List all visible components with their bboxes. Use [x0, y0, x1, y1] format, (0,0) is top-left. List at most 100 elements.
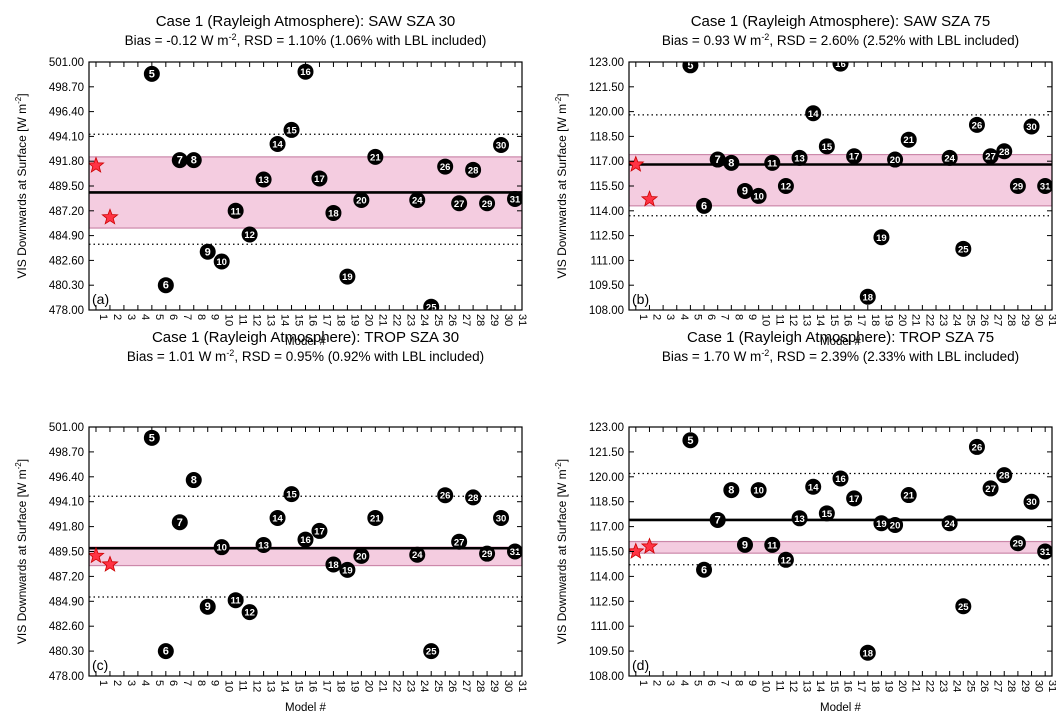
model-point	[367, 509, 384, 526]
model-point-label: 25	[958, 244, 969, 255]
model-point-label: 27	[985, 152, 996, 163]
rsd-band	[629, 540, 1052, 554]
x-tick-label: 25	[964, 314, 976, 326]
y-tick-label: 489.50	[49, 181, 84, 193]
model-point-label: 29	[482, 199, 493, 210]
y-tick-label: 487.20	[49, 571, 84, 583]
x-tick-label: 17	[855, 680, 867, 692]
y-tick-label: 487.20	[49, 206, 84, 218]
panel-letter: (a)	[92, 291, 109, 307]
model-point	[846, 148, 863, 165]
model-point	[213, 539, 230, 556]
x-tick-label: 13	[801, 680, 813, 692]
y-tick-label: 482.60	[49, 255, 84, 267]
model-point	[968, 116, 985, 133]
x-tick-label: 14	[279, 680, 291, 692]
x-tick-label: 5	[691, 680, 703, 686]
model-point	[241, 604, 258, 621]
y-axis-label: VIS Downwards at Surface [W m-2]	[554, 459, 569, 644]
x-tick-label: 28	[1005, 314, 1017, 326]
model-point-label: 20	[356, 196, 367, 207]
y-tick-label: 112.50	[590, 596, 624, 608]
y-axis-label: VIS Downwards at Surface [W m-2]	[14, 93, 29, 278]
y-tick-label: 123.00	[589, 57, 624, 69]
model-point	[736, 536, 753, 553]
y-tick-label: 117.00	[590, 156, 624, 168]
x-tick-label: 23	[404, 314, 416, 326]
x-tick-label: 24	[418, 314, 430, 326]
model-point	[199, 243, 216, 260]
y-tick-label: 118.50	[590, 131, 624, 143]
x-tick-label: 22	[390, 314, 402, 326]
model-point-label: 9	[205, 246, 211, 258]
model-point	[696, 197, 713, 214]
model-point-label: 20	[890, 155, 901, 166]
model-point	[955, 598, 972, 615]
model-point-label: 8	[728, 485, 734, 497]
x-tick-label: 29	[488, 680, 500, 692]
model-point	[941, 149, 958, 166]
model-point-label: 17	[849, 494, 860, 505]
model-point	[1023, 118, 1040, 135]
panel-1: Case 1 (Rayleigh Atmosphere): SAW SZA 30…	[14, 13, 528, 348]
model-point	[339, 268, 356, 285]
y-tick-label: 118.50	[590, 497, 624, 509]
x-tick-label: 7	[719, 680, 731, 686]
x-tick-label: 28	[474, 680, 486, 692]
model-point	[143, 65, 160, 82]
subtitle-superscript: -2	[229, 32, 237, 42]
model-point	[887, 151, 904, 168]
model-point	[451, 533, 468, 550]
model-point-label: 11	[767, 540, 778, 551]
model-point	[996, 143, 1013, 160]
model-point	[900, 487, 917, 504]
subtitle-text: Bias = -0.12 W m	[125, 33, 229, 48]
model-point	[818, 505, 835, 522]
y-tick-label: 114.00	[590, 571, 624, 583]
x-axis-label: Model #	[820, 702, 862, 714]
model-point	[339, 561, 356, 578]
model-point-label: 19	[876, 233, 887, 244]
y-tick-label: 501.00	[49, 57, 84, 69]
x-tick-label: 16	[842, 680, 854, 692]
y-axis-label-text: ]	[555, 459, 569, 462]
model-point-label: 18	[863, 648, 874, 659]
model-point-label: 15	[286, 490, 297, 501]
panel-letter: (c)	[92, 657, 108, 673]
y-tick-label: 120.00	[589, 472, 624, 484]
y-tick-label: 498.70	[49, 82, 84, 94]
model-point-label: 15	[822, 509, 833, 520]
model-point-label: 11	[231, 596, 242, 607]
x-tick-label: 16	[307, 314, 319, 326]
y-tick-label: 494.10	[49, 497, 84, 509]
model-point-label: 30	[1026, 497, 1037, 508]
x-tick-label: 8	[732, 314, 744, 320]
y-tick-label: 480.30	[49, 646, 84, 658]
model-point-label: 7	[715, 154, 721, 166]
model-point	[213, 253, 230, 270]
x-tick-label: 3	[664, 680, 676, 686]
x-tick-label: 15	[828, 680, 840, 692]
x-tick-label: 12	[787, 680, 799, 692]
subtitle-text: , RSD = 2.39% (2.33% with LBL included)	[769, 349, 1019, 364]
y-tick-label: 121.50	[589, 82, 624, 94]
model-point	[297, 63, 314, 80]
model-point	[227, 202, 244, 219]
x-tick-label: 25	[964, 680, 976, 692]
x-tick-label: 20	[896, 314, 908, 326]
model-point	[832, 470, 849, 487]
x-tick-label: 29	[1019, 680, 1031, 692]
model-point	[982, 480, 999, 497]
y-tick-label: 484.90	[49, 231, 84, 243]
x-tick-label: 2	[650, 680, 662, 686]
model-point	[723, 154, 740, 171]
lbl-star-marker	[89, 156, 105, 173]
x-tick-label: 31	[516, 314, 528, 326]
model-point	[873, 515, 890, 532]
y-axis-label-text: ]	[15, 93, 29, 96]
lbl-star-marker	[629, 155, 645, 172]
y-tick-label: 123.00	[589, 422, 624, 434]
model-point	[805, 105, 822, 122]
panel-2: Case 1 (Rayleigh Atmosphere): SAW SZA 75…	[554, 13, 1056, 348]
model-point-label: 13	[258, 541, 269, 552]
